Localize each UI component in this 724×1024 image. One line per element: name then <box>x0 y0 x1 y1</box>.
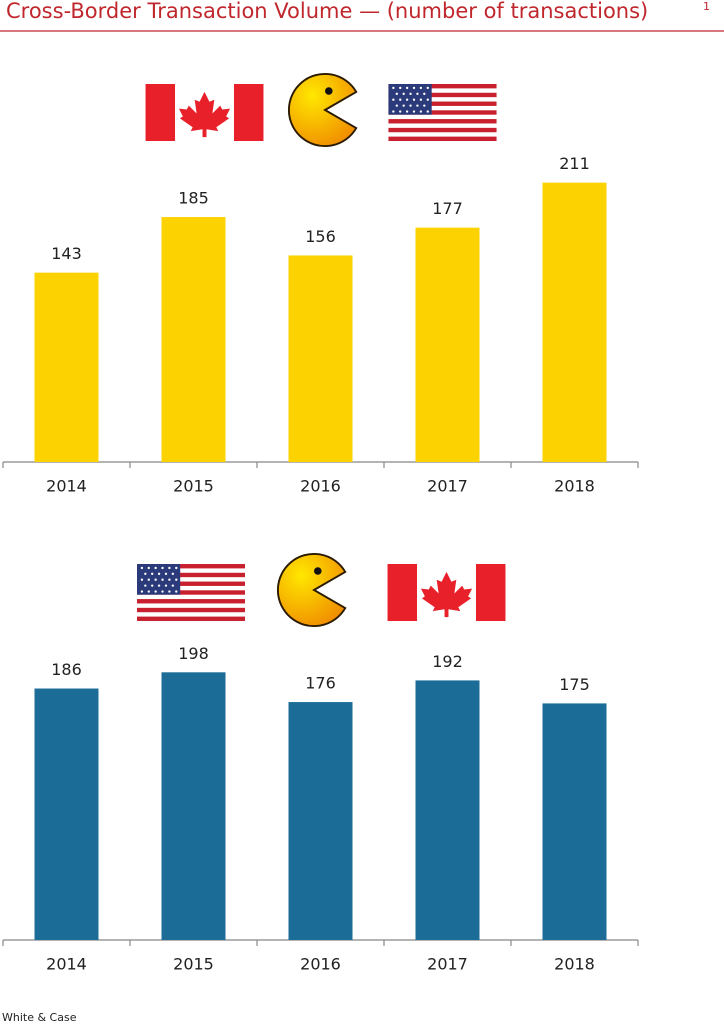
x-tick-label: 2014 <box>46 955 87 974</box>
x-tick-label: 2015 <box>173 477 214 496</box>
pacman-icon <box>287 72 358 148</box>
bar <box>542 182 607 463</box>
x-tick-label: 2015 <box>173 955 214 974</box>
bar <box>161 217 226 462</box>
bar <box>542 703 607 940</box>
value-label: 175 <box>559 675 590 694</box>
value-label: 185 <box>178 189 209 208</box>
value-label: 198 <box>178 644 209 663</box>
x-tick-label: 2018 <box>554 477 595 496</box>
value-label: 176 <box>305 674 336 693</box>
x-tick-label: 2018 <box>554 955 595 974</box>
pacman-icon <box>276 552 347 628</box>
x-tick-label: 2017 <box>427 477 468 496</box>
x-tick-label: 2014 <box>46 477 87 496</box>
bar <box>161 672 226 940</box>
usa-flag <box>137 564 245 621</box>
value-label: 186 <box>51 660 82 679</box>
value-label: 192 <box>432 652 463 671</box>
value-label: 211 <box>559 154 590 173</box>
bar <box>288 255 353 462</box>
x-tick-label: 2016 <box>300 477 341 496</box>
x-tick-label: 2016 <box>300 955 341 974</box>
note-marker: 1 <box>703 0 710 13</box>
footer: White & Case <box>2 1011 77 1024</box>
value-label: 143 <box>51 244 82 263</box>
bar <box>415 227 480 462</box>
bar <box>34 272 99 462</box>
canada-flag <box>145 84 264 141</box>
bar <box>288 702 353 940</box>
usa-flag <box>388 84 497 141</box>
bar <box>415 680 480 940</box>
x-tick-label: 2017 <box>427 955 468 974</box>
page-title: Cross-Border Transaction Volume — (numbe… <box>6 0 648 23</box>
canada-flag <box>387 564 506 621</box>
bar <box>34 688 99 940</box>
value-label: 156 <box>305 227 336 246</box>
value-label: 177 <box>432 199 463 218</box>
